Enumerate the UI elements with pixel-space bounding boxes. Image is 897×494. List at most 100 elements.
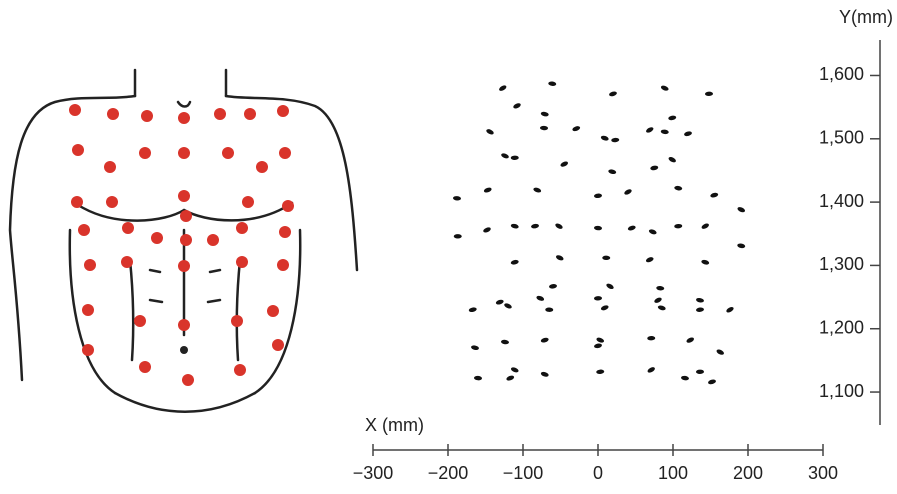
point [645,257,654,263]
point [506,375,515,381]
point [668,157,676,163]
point [453,234,462,239]
point [531,223,539,229]
point [596,369,605,375]
point [684,131,692,137]
electrode-dot [82,304,94,316]
electrode-dot [178,319,190,331]
y-axis-label: Y(mm) [839,7,893,27]
point [540,337,549,343]
electrode-dot [277,259,289,271]
electrode-dot [182,374,194,386]
point [657,305,666,311]
point [540,125,548,131]
point [594,193,602,198]
electrode-dot [134,315,146,327]
point [647,367,655,373]
point [646,127,654,133]
electrode-dot [242,196,254,208]
electrode-dots [69,104,294,386]
electrode-dot [277,105,289,117]
point [513,103,521,109]
electrode-dot [178,260,190,272]
x-tick-label: 300 [808,463,838,483]
electrode-dot [178,147,190,159]
electrode-dot [234,364,246,376]
electrode-dot [282,200,294,212]
point [600,305,609,311]
point [674,223,683,229]
electrode-dot [139,147,151,159]
electrode-dot [207,234,219,246]
point [708,379,716,385]
electrode-dot [104,161,116,173]
point [483,187,492,193]
electrode-dot [180,234,192,246]
point [548,81,557,86]
electrode-dot [231,315,243,327]
x-tick-label: −200 [428,463,469,483]
point [501,339,509,345]
point [545,307,554,312]
point [510,259,519,265]
x-axis-label: X (mm) [365,415,424,435]
point [705,91,713,97]
y-tick-label: 1,500 [819,128,864,148]
electrode-dot [256,161,268,173]
electrode-dot [279,226,291,238]
torso-drawing [8,68,359,413]
point [594,296,602,301]
point [468,307,477,313]
electrode-dot [141,110,153,122]
point [624,189,632,195]
electrode-dot [236,222,248,234]
point [686,337,694,343]
point [716,349,724,355]
point [572,126,581,132]
point [696,369,704,374]
electrode-dot [178,112,190,124]
electrode-dot [222,147,234,159]
point [674,185,683,191]
x-tick-label: 0 [593,463,603,483]
point [710,192,719,198]
x-tick-label: 200 [733,463,763,483]
y-tick-label: 1,400 [819,191,864,211]
point [681,375,689,381]
point [540,371,549,377]
point [611,137,620,143]
electrode-dot [180,210,192,222]
point [647,336,656,341]
x-tick-label: −100 [503,463,544,483]
electrode-dot [272,339,284,351]
point [668,115,677,121]
point [701,259,710,265]
electrode-dot [279,147,291,159]
point [549,284,557,289]
point [656,285,665,291]
electrode-dot [121,256,133,268]
electrode-dot [78,224,90,236]
electrode-dot [236,256,248,268]
point [660,129,669,135]
electrode-dot [122,222,134,234]
point [533,187,542,193]
point [510,155,519,160]
point [510,367,519,373]
electrode-dot [178,190,190,202]
point [504,303,512,309]
y-tick-label: 1,600 [819,64,864,84]
point [650,165,659,171]
point [555,255,564,261]
point [501,153,509,159]
electrode-dot [244,108,256,120]
x-tick-label: 100 [658,463,688,483]
y-tick-label: 1,100 [819,381,864,401]
x-tick-label: −300 [353,463,394,483]
point [495,299,504,305]
point [510,223,519,229]
point [594,225,602,231]
electrode-dot [151,232,163,244]
point [555,223,563,229]
